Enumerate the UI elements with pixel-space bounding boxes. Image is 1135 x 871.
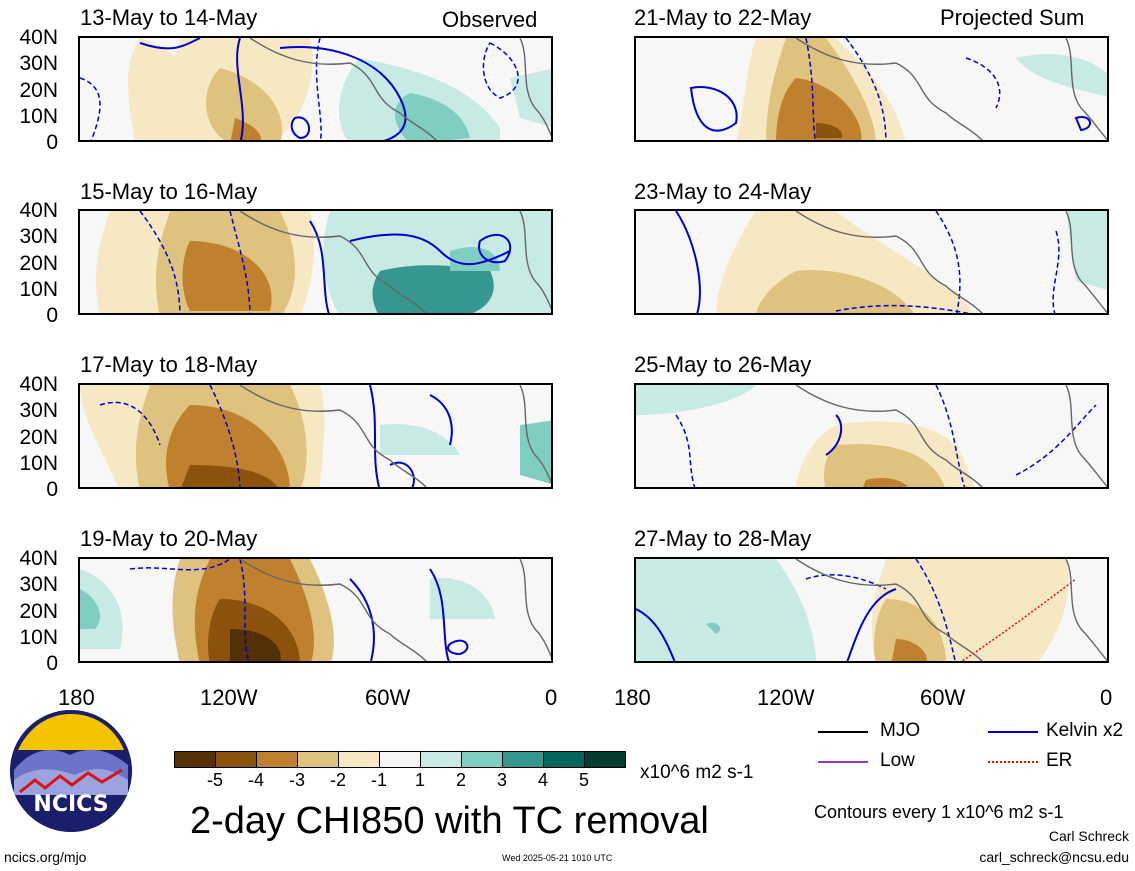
colorbar-tick: 4 xyxy=(537,770,548,790)
map-panel-5 xyxy=(78,383,553,489)
colorbar-tick: -3 xyxy=(288,770,305,790)
map-panel-3 xyxy=(78,209,553,315)
colorbar-tick: -4 xyxy=(247,770,264,790)
lat-label: 0 xyxy=(46,478,58,501)
colorbar-bin xyxy=(502,751,544,768)
author-name: Carl Schreck xyxy=(1048,828,1129,844)
lat-label: 10N xyxy=(19,105,58,128)
lon-label: 60W xyxy=(920,685,966,710)
lon-label: 120W xyxy=(200,685,258,710)
legend-line-kelvin xyxy=(988,731,1038,733)
lat-label: 40N xyxy=(19,373,58,396)
lon-label: 0 xyxy=(545,685,558,710)
lat-label: 10N xyxy=(19,452,58,475)
panel-title-3: 15-May to 16-May xyxy=(80,179,258,204)
legend-label-mjo: MJO xyxy=(880,720,921,741)
panel-title-2: 21-May to 22-May xyxy=(634,5,812,30)
lon-label: 180 xyxy=(614,685,651,710)
colorbar-tick: -1 xyxy=(370,770,387,790)
lat-label: 20N xyxy=(19,600,58,623)
colorbar-bin xyxy=(420,751,462,768)
map-panel-1 xyxy=(78,36,553,142)
website-link[interactable]: ncics.org/mjo xyxy=(4,849,87,865)
legend-label-kelvin: Kelvin x2 xyxy=(1046,720,1124,741)
panel-title-5: 17-May to 18-May xyxy=(80,352,258,377)
map-panel-7 xyxy=(78,557,553,663)
map-panel-2 xyxy=(634,36,1109,142)
lat-label: 0 xyxy=(46,304,58,327)
colorbar-bin xyxy=(543,751,585,768)
colorbar-tick: -2 xyxy=(329,770,346,790)
colorbar-tick: 3 xyxy=(496,770,507,790)
legend-label-low: Low xyxy=(880,750,915,771)
lat-label: 10N xyxy=(19,626,58,649)
legend-label-er: ER xyxy=(1046,750,1073,771)
timestamp: Wed 2025-05-21 1010 UTC xyxy=(502,853,613,863)
colorbar-tick: 5 xyxy=(578,770,589,790)
colorbar-bin xyxy=(584,751,626,768)
panel-title-8: 27-May to 28-May xyxy=(634,526,812,551)
lat-label: 40N xyxy=(19,547,58,570)
legend-line-low xyxy=(818,761,868,763)
lat-label: 40N xyxy=(19,26,58,49)
lon-label: 120W xyxy=(757,685,815,710)
colorbar-bin xyxy=(215,751,257,768)
colorbar-tick: 1 xyxy=(414,770,425,790)
panel-title-7: 19-May to 20-May xyxy=(80,526,258,551)
panel-title-4: 23-May to 24-May xyxy=(634,179,812,204)
lat-label: 0 xyxy=(46,131,58,154)
lat-label: 20N xyxy=(19,252,58,275)
panel-title-6: 25-May to 26-May xyxy=(634,352,812,377)
legend-line-er xyxy=(988,761,1038,763)
colorbar-units: x10^6 m2 s-1 xyxy=(640,762,754,783)
colorbar-bin xyxy=(379,751,421,768)
colorbar-bin xyxy=(256,751,298,768)
legend-line-mjo xyxy=(818,731,868,733)
lat-label: 10N xyxy=(19,278,58,301)
figure-title: 2-day CHI850 with TC removal xyxy=(190,800,709,842)
lat-label: 0 xyxy=(46,652,58,675)
colorbar-bin xyxy=(174,751,216,768)
projected-sum-label: Projected Sum xyxy=(940,5,1085,30)
colorbar-tick: 2 xyxy=(455,770,466,790)
colorbar-bin xyxy=(338,751,380,768)
lat-label: 30N xyxy=(19,399,58,422)
map-panel-4 xyxy=(634,209,1109,315)
panel-title-1: 13-May to 14-May xyxy=(80,5,258,30)
ncics-logo: NCICS xyxy=(10,710,132,832)
lat-label: 30N xyxy=(19,573,58,596)
lat-label: 30N xyxy=(19,52,58,75)
lat-label: 30N xyxy=(19,225,58,248)
map-panel-6 xyxy=(634,383,1109,489)
lat-label: 20N xyxy=(19,426,58,449)
lon-label: 60W xyxy=(365,685,411,710)
lat-label: 40N xyxy=(19,199,58,222)
lat-label: 20N xyxy=(19,79,58,102)
contour-note: Contours every 1 x10^6 m2 s-1 xyxy=(814,802,1064,822)
colorbar-bin xyxy=(297,751,339,768)
logo-text: NCICS xyxy=(33,792,109,817)
lon-label: 180 xyxy=(58,685,95,710)
colorbar-tick: -5 xyxy=(206,770,223,790)
map-panel-8 xyxy=(634,557,1109,663)
lon-label: 0 xyxy=(1100,685,1113,710)
observed-label: Observed xyxy=(442,7,538,32)
author-email[interactable]: carl_schreck@ncsu.edu xyxy=(979,849,1129,865)
colorbar-bin xyxy=(461,751,503,768)
